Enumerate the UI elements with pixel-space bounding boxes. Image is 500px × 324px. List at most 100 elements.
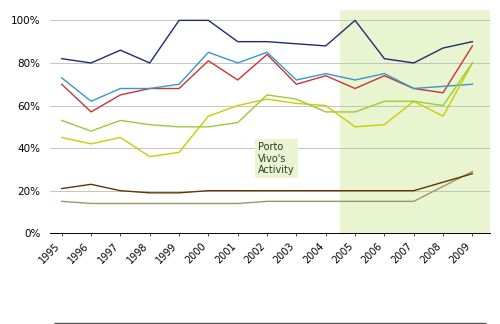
Rest of Porto: [352, 125, 358, 129]
Baixa: [88, 110, 94, 114]
Baixa: [470, 44, 476, 48]
Baixa: [410, 87, 416, 90]
Historic Centre: [470, 40, 476, 44]
Historic Centre: [322, 44, 328, 48]
ACRRU: [322, 72, 328, 75]
Portugal: [58, 187, 64, 191]
Baixa: [58, 82, 64, 86]
Rest of Porto: [118, 135, 124, 139]
Porto: [234, 121, 240, 124]
Porto: [264, 93, 270, 97]
Text: Porto
Vivo's
Activity: Porto Vivo's Activity: [258, 142, 295, 175]
Greater Porto: [470, 169, 476, 173]
ACRRU: [294, 78, 300, 82]
Historic Centre: [352, 18, 358, 22]
Portugal: [382, 189, 388, 193]
Portugal: [352, 189, 358, 193]
Historic Centre: [264, 40, 270, 44]
Portugal: [176, 191, 182, 195]
Portugal: [118, 189, 124, 193]
Portugal: [146, 191, 152, 195]
Portugal: [410, 189, 416, 193]
Line: Historic Centre: Historic Centre: [62, 20, 472, 63]
Rest of Porto: [234, 104, 240, 108]
Porto: [146, 123, 152, 127]
Porto: [206, 125, 212, 129]
Portugal: [440, 180, 446, 184]
Greater Porto: [352, 199, 358, 203]
Historic Centre: [88, 61, 94, 65]
ACRRU: [382, 72, 388, 75]
Baixa: [118, 93, 124, 97]
Line: Porto: Porto: [62, 63, 472, 131]
Greater Porto: [118, 202, 124, 205]
Baixa: [352, 87, 358, 90]
Rest of Porto: [88, 142, 94, 146]
Historic Centre: [382, 57, 388, 61]
Historic Centre: [206, 18, 212, 22]
Greater Porto: [234, 202, 240, 205]
Baixa: [294, 82, 300, 86]
Line: Rest of Porto: Rest of Porto: [62, 63, 472, 156]
Greater Porto: [206, 202, 212, 205]
Portugal: [88, 182, 94, 186]
Line: Greater Porto: Greater Porto: [62, 171, 472, 203]
Historic Centre: [440, 46, 446, 50]
Greater Porto: [382, 199, 388, 203]
Portugal: [206, 189, 212, 193]
ACRRU: [234, 61, 240, 65]
Rest of Porto: [176, 150, 182, 154]
Portugal: [322, 189, 328, 193]
Rest of Porto: [58, 135, 64, 139]
Baixa: [382, 74, 388, 78]
Greater Porto: [410, 199, 416, 203]
Rest of Porto: [264, 97, 270, 101]
Greater Porto: [264, 199, 270, 203]
Portugal: [264, 189, 270, 193]
Rest of Porto: [206, 114, 212, 118]
ACRRU: [264, 50, 270, 54]
Greater Porto: [88, 202, 94, 205]
Porto: [470, 61, 476, 65]
Bar: [340, 10, 490, 233]
Baixa: [206, 59, 212, 63]
Porto: [176, 125, 182, 129]
Baixa: [146, 87, 152, 90]
Porto: [294, 97, 300, 101]
Rest of Porto: [322, 104, 328, 108]
Legend: Historic Centre, Baixa, ACRRU, Rest of Porto, Porto, Greater Porto, Portugal: Historic Centre, Baixa, ACRRU, Rest of P…: [54, 322, 486, 324]
Line: Portugal: Portugal: [62, 174, 472, 193]
Porto: [382, 99, 388, 103]
Portugal: [234, 189, 240, 193]
Historic Centre: [146, 61, 152, 65]
Historic Centre: [118, 48, 124, 52]
Historic Centre: [58, 57, 64, 61]
ACRRU: [410, 87, 416, 90]
Baixa: [176, 87, 182, 90]
ACRRU: [440, 85, 446, 88]
Greater Porto: [146, 202, 152, 205]
Historic Centre: [410, 61, 416, 65]
ACRRU: [206, 50, 212, 54]
ACRRU: [176, 82, 182, 86]
Baixa: [234, 78, 240, 82]
Greater Porto: [322, 199, 328, 203]
Historic Centre: [176, 18, 182, 22]
Rest of Porto: [440, 114, 446, 118]
Porto: [352, 110, 358, 114]
ACRRU: [58, 76, 64, 80]
Porto: [118, 119, 124, 122]
ACRRU: [118, 87, 124, 90]
Line: ACRRU: ACRRU: [62, 52, 472, 101]
Baixa: [322, 74, 328, 78]
Greater Porto: [176, 202, 182, 205]
Porto: [322, 110, 328, 114]
Line: Baixa: Baixa: [62, 46, 472, 112]
Portugal: [470, 172, 476, 176]
Porto: [88, 129, 94, 133]
Portugal: [294, 189, 300, 193]
Greater Porto: [440, 184, 446, 188]
Rest of Porto: [470, 61, 476, 65]
Baixa: [264, 52, 270, 56]
Rest of Porto: [410, 99, 416, 103]
